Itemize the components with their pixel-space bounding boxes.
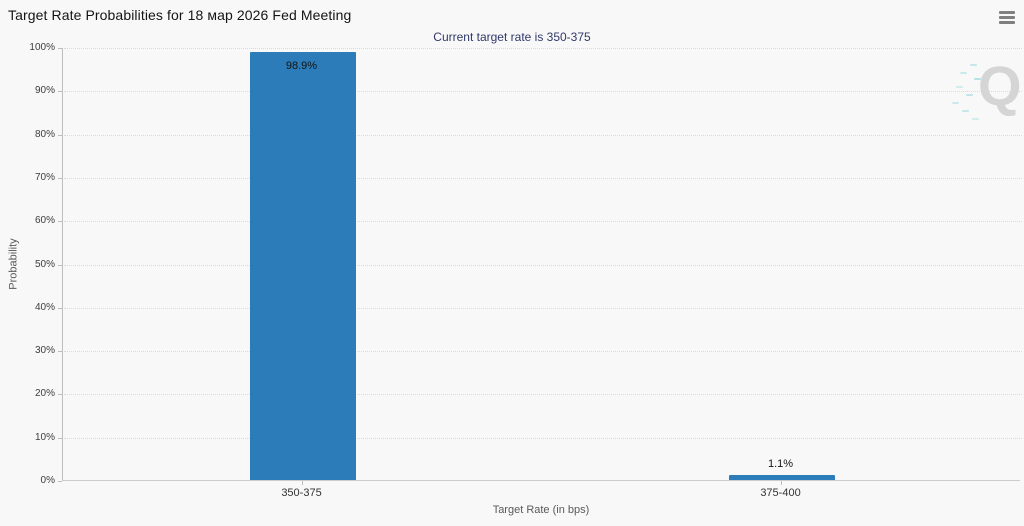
x-tick-mark bbox=[301, 481, 303, 485]
y-tick-mark bbox=[58, 91, 62, 93]
gridline bbox=[64, 134, 1022, 136]
plot-area bbox=[62, 48, 1022, 481]
y-tick-label: 40% bbox=[34, 301, 55, 313]
gridline bbox=[64, 91, 1022, 93]
y-tick-mark bbox=[58, 221, 62, 223]
y-tick-mark bbox=[58, 394, 62, 396]
gridline bbox=[64, 351, 1022, 353]
y-tick-label: 100% bbox=[29, 42, 55, 53]
y-tick-mark bbox=[58, 177, 62, 179]
x-tick-label: 350-375 bbox=[281, 487, 322, 499]
bar-value-label: 98.9% bbox=[285, 60, 318, 72]
y-tick-label: 70% bbox=[34, 171, 55, 183]
y-tick-mark bbox=[58, 48, 62, 49]
chart-subtitle: Current target rate is 350-375 bbox=[433, 30, 591, 44]
x-tick-label: 375-400 bbox=[760, 487, 801, 499]
y-tick-label: 80% bbox=[34, 128, 55, 140]
chart-title: Target Rate Probabilities for 18 мар 202… bbox=[8, 7, 352, 23]
y-tick-mark bbox=[58, 351, 62, 353]
bar bbox=[249, 52, 356, 480]
y-tick-mark bbox=[58, 481, 62, 482]
x-tick-mark bbox=[780, 481, 782, 485]
bar bbox=[728, 475, 835, 480]
bar-value-label: 1.1% bbox=[767, 458, 794, 470]
y-tick-label: 50% bbox=[34, 258, 55, 270]
y-tick-label: 60% bbox=[34, 215, 55, 227]
gridline bbox=[64, 437, 1022, 439]
y-tick-mark bbox=[58, 307, 62, 309]
x-axis-title: Target Rate (in bps) bbox=[492, 504, 590, 516]
y-tick-mark bbox=[58, 264, 62, 266]
y-tick-mark bbox=[58, 437, 62, 439]
y-tick-label: 0% bbox=[40, 475, 55, 486]
y-tick-mark bbox=[58, 134, 62, 136]
gridline bbox=[64, 394, 1022, 396]
gridline bbox=[64, 221, 1022, 223]
gridline bbox=[64, 177, 1022, 179]
gridline bbox=[64, 48, 1022, 49]
y-tick-label: 10% bbox=[34, 431, 55, 443]
y-tick-label: 90% bbox=[34, 85, 55, 97]
y-tick-label: 30% bbox=[34, 345, 55, 357]
gridline bbox=[64, 264, 1022, 266]
y-tick-label: 20% bbox=[34, 388, 55, 400]
gridline bbox=[64, 307, 1022, 309]
chart-menu-button[interactable] bbox=[995, 8, 1015, 26]
